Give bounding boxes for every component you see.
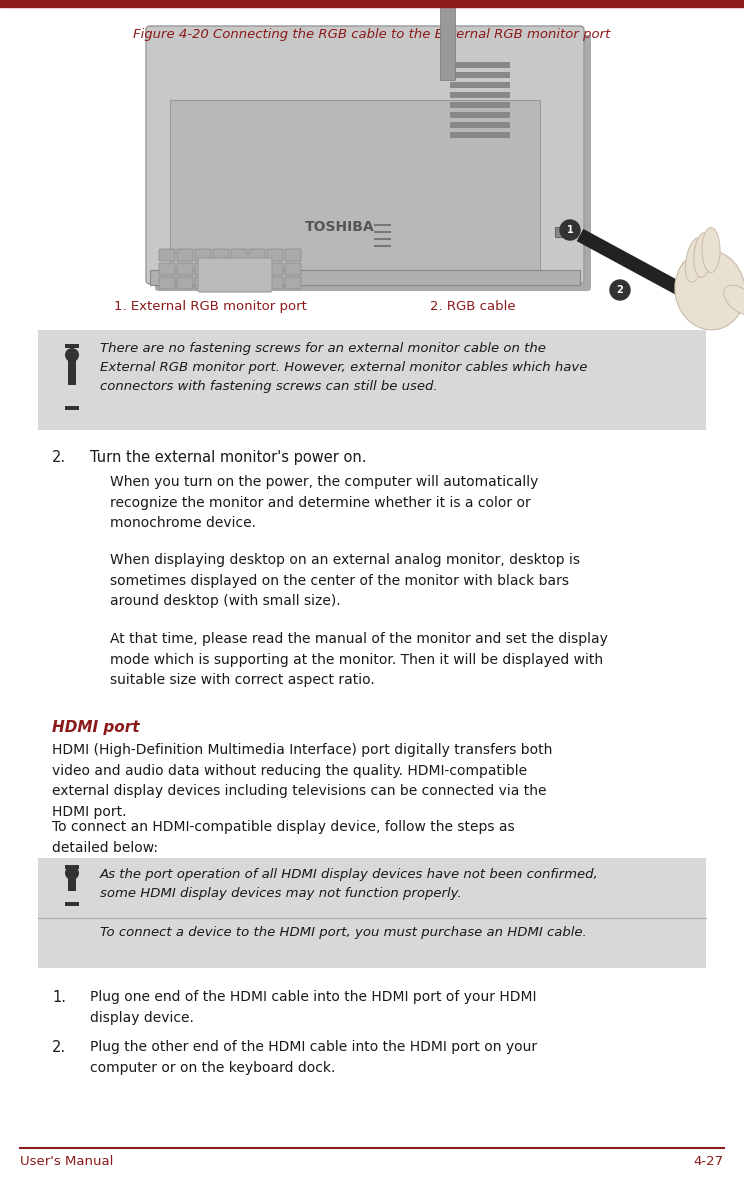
Text: HDMI (High-Definition Multimedia Interface) port digitally transfers both
video : HDMI (High-Definition Multimedia Interfa… <box>52 743 552 818</box>
Text: As the port operation of all HDMI display devices have not been confirmed,
some : As the port operation of all HDMI displa… <box>100 868 599 900</box>
FancyBboxPatch shape <box>195 277 211 289</box>
Circle shape <box>65 867 79 880</box>
Text: 2. RGB cable: 2. RGB cable <box>430 299 516 312</box>
Text: When you turn on the power, the computer will automatically
recognize the monito: When you turn on the power, the computer… <box>110 475 539 531</box>
FancyBboxPatch shape <box>231 263 247 275</box>
Bar <box>555 228 575 237</box>
FancyBboxPatch shape <box>159 249 175 261</box>
Bar <box>450 92 510 98</box>
Bar <box>65 865 79 869</box>
FancyBboxPatch shape <box>195 249 211 261</box>
Ellipse shape <box>702 228 720 272</box>
Text: There are no fastening screws for an external monitor cable on the
External RGB : There are no fastening screws for an ext… <box>100 342 587 393</box>
Text: Figure 4-20 Connecting the RGB cable to the External RGB monitor port: Figure 4-20 Connecting the RGB cable to … <box>133 28 611 41</box>
Text: 2: 2 <box>617 285 623 295</box>
Bar <box>450 132 510 138</box>
Text: At that time, please read the manual of the monitor and set the display
mode whi: At that time, please read the manual of … <box>110 632 608 687</box>
Text: Plug one end of the HDMI cable into the HDMI port of your HDMI
display device.: Plug one end of the HDMI cable into the … <box>90 990 536 1025</box>
Bar <box>38 330 706 430</box>
FancyBboxPatch shape <box>285 263 301 275</box>
FancyBboxPatch shape <box>285 249 301 261</box>
FancyBboxPatch shape <box>177 249 193 261</box>
Ellipse shape <box>724 285 744 315</box>
Bar <box>150 270 580 285</box>
Bar <box>65 902 79 905</box>
Text: To connect a device to the HDMI port, you must purchase an HDMI cable.: To connect a device to the HDMI port, yo… <box>100 926 587 938</box>
Text: HDMI port: HDMI port <box>52 720 140 735</box>
Text: 2.: 2. <box>52 450 66 465</box>
FancyBboxPatch shape <box>267 263 283 275</box>
Circle shape <box>65 348 79 362</box>
Bar <box>450 121 510 129</box>
Text: 4-27: 4-27 <box>694 1155 724 1168</box>
Text: 1.: 1. <box>52 990 66 1005</box>
FancyBboxPatch shape <box>249 277 265 289</box>
Bar <box>68 876 76 891</box>
Bar <box>170 100 540 270</box>
Bar <box>65 344 79 348</box>
Bar <box>450 72 510 78</box>
Ellipse shape <box>675 250 744 330</box>
Text: 2.: 2. <box>52 1040 66 1055</box>
FancyBboxPatch shape <box>198 258 272 292</box>
FancyBboxPatch shape <box>249 249 265 261</box>
FancyBboxPatch shape <box>177 263 193 275</box>
Text: 1: 1 <box>567 225 574 235</box>
FancyBboxPatch shape <box>213 249 229 261</box>
FancyBboxPatch shape <box>231 277 247 289</box>
Bar <box>440 0 455 80</box>
Text: When displaying desktop on an external analog monitor, desktop is
sometimes disp: When displaying desktop on an external a… <box>110 553 580 608</box>
FancyBboxPatch shape <box>177 277 193 289</box>
FancyBboxPatch shape <box>285 277 301 289</box>
Bar <box>450 103 510 108</box>
FancyBboxPatch shape <box>231 249 247 261</box>
Text: TOSHIBA: TOSHIBA <box>305 220 375 233</box>
Circle shape <box>560 220 580 241</box>
Circle shape <box>610 279 630 299</box>
FancyBboxPatch shape <box>267 277 283 289</box>
FancyBboxPatch shape <box>249 263 265 275</box>
FancyBboxPatch shape <box>195 263 211 275</box>
FancyBboxPatch shape <box>267 249 283 261</box>
Bar <box>450 62 510 68</box>
Bar <box>68 360 76 386</box>
FancyBboxPatch shape <box>213 277 229 289</box>
Bar <box>450 83 510 88</box>
FancyBboxPatch shape <box>155 35 591 291</box>
Text: Turn the external monitor's power on.: Turn the external monitor's power on. <box>90 450 367 465</box>
Bar <box>0 0 744 7</box>
Text: To connect an HDMI-compatible display device, follow the steps as
detailed below: To connect an HDMI-compatible display de… <box>52 821 515 855</box>
Text: 1. External RGB monitor port: 1. External RGB monitor port <box>114 299 307 312</box>
FancyBboxPatch shape <box>159 263 175 275</box>
Text: Plug the other end of the HDMI cable into the HDMI port on your
computer or on t: Plug the other end of the HDMI cable int… <box>90 1040 537 1074</box>
FancyBboxPatch shape <box>159 277 175 289</box>
Bar <box>65 406 79 410</box>
Bar <box>450 112 510 118</box>
Ellipse shape <box>694 232 712 277</box>
Bar <box>38 858 706 968</box>
Text: User's Manual: User's Manual <box>20 1155 113 1168</box>
FancyBboxPatch shape <box>213 263 229 275</box>
Ellipse shape <box>685 238 705 282</box>
FancyBboxPatch shape <box>146 26 584 284</box>
